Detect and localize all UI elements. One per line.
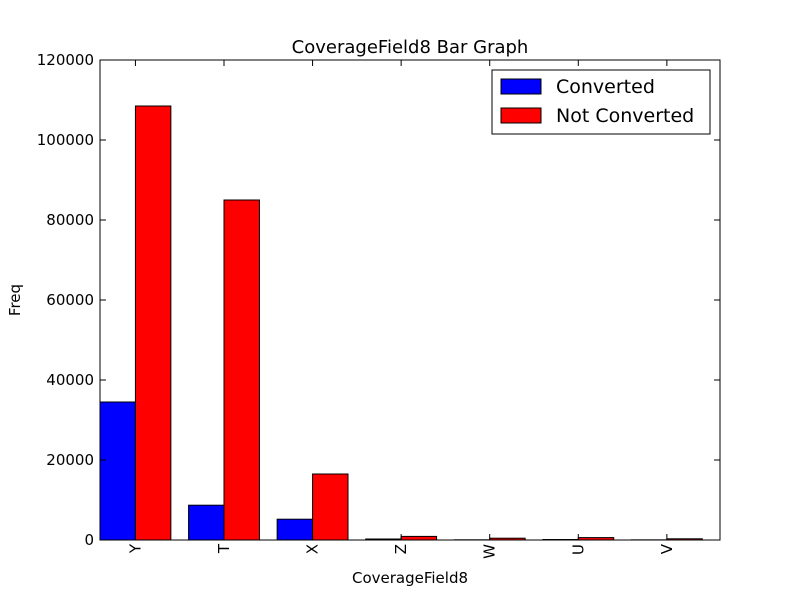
x-tick-label: V (658, 543, 676, 554)
x-tick-label: Y (126, 543, 144, 554)
y-tick-label: 20000 (46, 451, 94, 469)
x-tick-label: X (304, 544, 322, 554)
bar-converted-t (189, 505, 224, 540)
y-tick-label: 80000 (46, 211, 94, 229)
y-axis-label: Freq (6, 284, 24, 316)
y-tick-label: 60000 (46, 291, 94, 309)
bar-converted-y (100, 402, 135, 540)
bar-not-converted-t (224, 200, 259, 540)
x-axis-label: CoverageField8 (352, 569, 468, 587)
bar-not-converted-y (135, 106, 170, 540)
bar-converted-x (277, 519, 312, 540)
y-tick-label: 100000 (37, 131, 94, 149)
legend-swatch (501, 108, 541, 123)
bars-layer (100, 106, 702, 540)
x-tick-label: U (569, 544, 587, 555)
x-tick-label: Z (392, 544, 410, 554)
y-tick-label: 0 (84, 531, 94, 549)
legend-label: Converted (556, 76, 655, 98)
legend-label: Not Converted (556, 105, 694, 127)
y-tick-label: 40000 (46, 371, 94, 389)
x-tick-label: T (215, 543, 233, 554)
x-tick-label: W (481, 544, 499, 559)
chart-title: CoverageField8 Bar Graph (292, 37, 529, 58)
bar-not-converted-z (401, 536, 436, 540)
bar-not-converted-x (313, 474, 348, 540)
legend-swatch (501, 79, 541, 94)
legend: Converted Not Converted (492, 70, 710, 134)
y-tick-label: 120000 (37, 51, 94, 69)
